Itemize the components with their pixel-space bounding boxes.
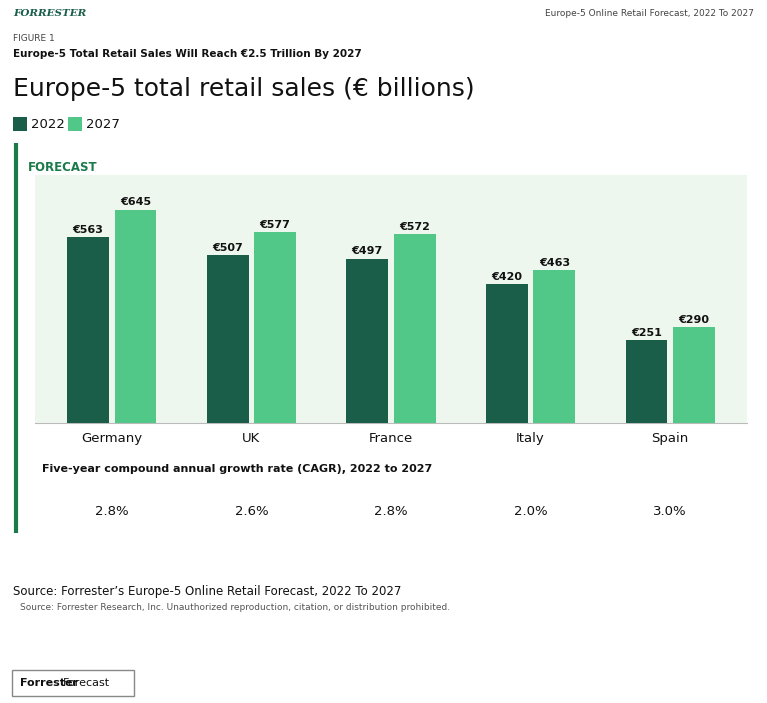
Bar: [486, 284, 528, 423]
Bar: [67, 237, 109, 423]
Text: €645: €645: [120, 198, 151, 207]
Bar: [347, 259, 388, 423]
Text: FIGURE 1: FIGURE 1: [13, 34, 54, 43]
Text: €572: €572: [400, 221, 430, 231]
Text: France: France: [369, 432, 413, 446]
Text: Europe-5 Online Retail Forecast, 2022 To 2027: Europe-5 Online Retail Forecast, 2022 To…: [545, 10, 754, 18]
Text: UK: UK: [242, 432, 261, 446]
Text: 2.6%: 2.6%: [235, 505, 268, 517]
Text: Europe-5 total retail sales (€ billions): Europe-5 total retail sales (€ billions): [13, 77, 475, 101]
Text: Forrester: Forrester: [20, 678, 78, 688]
Text: FORRESTER: FORRESTER: [13, 10, 87, 18]
Text: Italy: Italy: [516, 432, 545, 446]
Text: 2.0%: 2.0%: [514, 505, 548, 517]
Bar: [207, 255, 249, 423]
Text: Source: Forrester’s Europe-5 Online Retail Forecast, 2022 To 2027: Source: Forrester’s Europe-5 Online Reta…: [13, 585, 401, 598]
Text: €563: €563: [73, 224, 104, 235]
Bar: [533, 270, 575, 423]
Text: 2022: 2022: [31, 117, 65, 131]
Bar: [68, 117, 82, 131]
Bar: [673, 327, 715, 423]
Text: FORECAST: FORECAST: [28, 161, 97, 174]
Text: Germany: Germany: [81, 432, 143, 446]
Text: 2.8%: 2.8%: [95, 505, 129, 517]
Text: Source: Forrester Research, Inc. Unauthorized reproduction, citation, or distrib: Source: Forrester Research, Inc. Unautho…: [20, 603, 450, 612]
Text: €251: €251: [631, 328, 662, 337]
Bar: [626, 340, 667, 423]
Bar: [13, 117, 27, 131]
Text: €463: €463: [538, 257, 570, 268]
Text: €507: €507: [212, 243, 243, 253]
Text: Spain: Spain: [652, 432, 689, 446]
Text: 3.0%: 3.0%: [653, 505, 687, 517]
Text: €497: €497: [351, 246, 383, 257]
Text: 2.8%: 2.8%: [374, 505, 408, 517]
Text: €420: €420: [492, 272, 522, 282]
Text: €577: €577: [260, 220, 291, 230]
Text: Five-year compound annual growth rate (CAGR), 2022 to 2027: Five-year compound annual growth rate (C…: [42, 464, 433, 474]
Text: 2027: 2027: [86, 117, 120, 131]
Text: €290: €290: [679, 315, 709, 325]
Bar: [114, 209, 156, 423]
Text: Forecast: Forecast: [63, 678, 110, 688]
Bar: [254, 232, 296, 423]
Bar: [393, 234, 436, 423]
Text: Europe-5 Total Retail Sales Will Reach €2.5 Trillion By 2027: Europe-5 Total Retail Sales Will Reach €…: [13, 49, 362, 59]
FancyBboxPatch shape: [12, 670, 134, 696]
